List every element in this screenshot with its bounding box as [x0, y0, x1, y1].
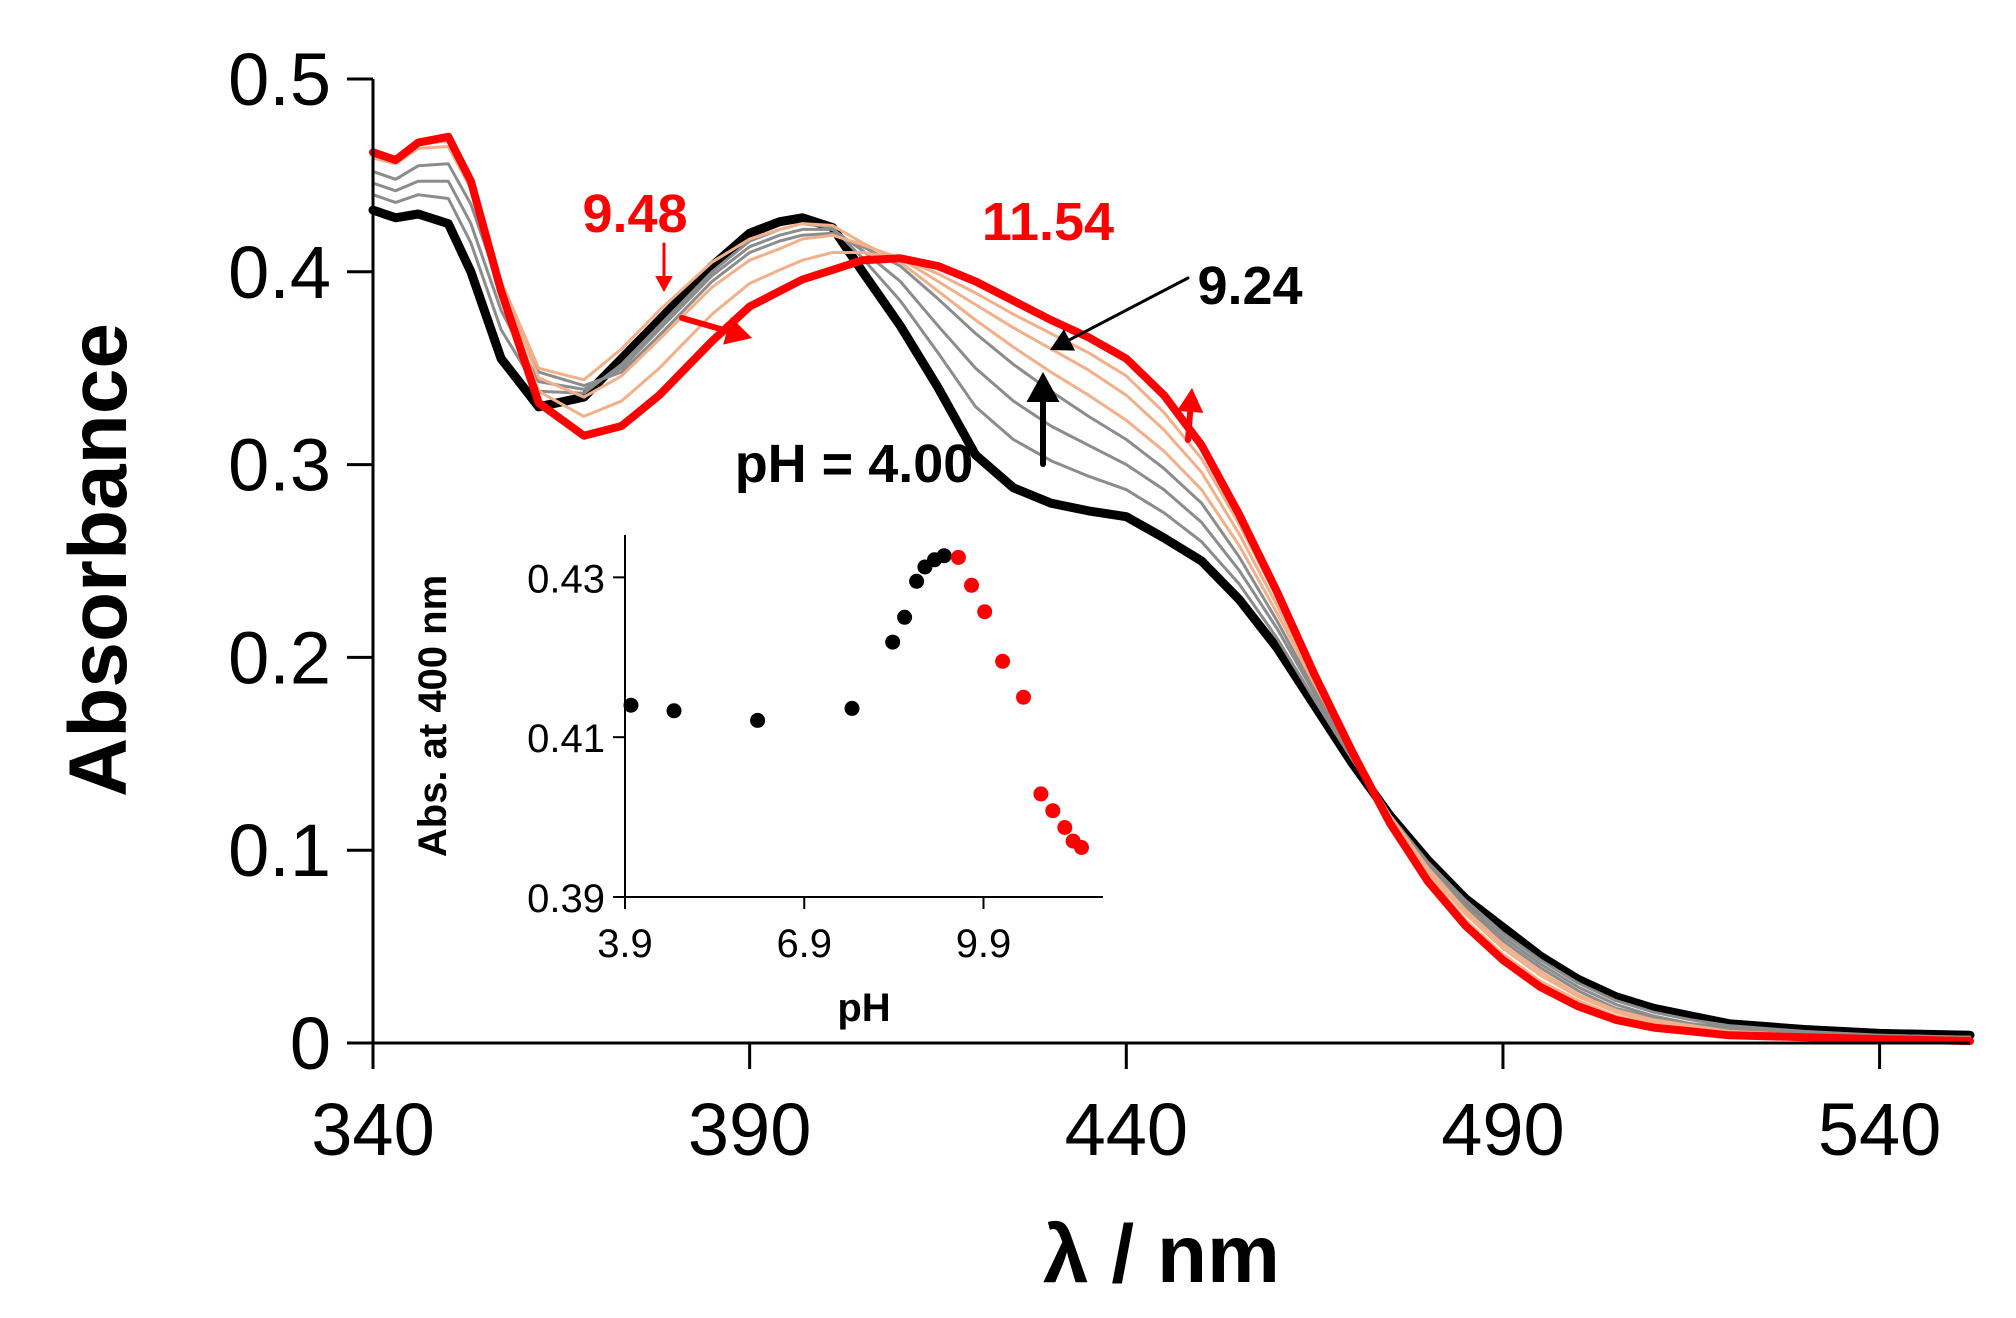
spectrum-line-4 [371, 162, 1972, 1041]
main-chart: 0 0.1 0.2 0.3 0.4 0.5 340 390 440 490 540 λ / nm Abs… [53, 38, 1975, 1300]
annotation-label-ph-4-00: pH = 4.00 [735, 434, 974, 494]
inset-point-series1-5 [885, 634, 901, 650]
y-tick-label: 0.1 [228, 809, 331, 892]
inset-point-series2-3 [977, 604, 993, 620]
inset-point-series2-10 [1074, 840, 1089, 855]
inset-point-series1-6 [897, 609, 913, 625]
arrow-red-up [1177, 388, 1204, 443]
y-tick-label: 0.4 [228, 231, 331, 314]
inset-point-series2-1 [950, 549, 966, 565]
y-tick-label: 0.2 [228, 616, 331, 699]
inset-y-tick-label: 0.43 [527, 557, 605, 601]
x-tick-label: 390 [688, 1088, 811, 1171]
y-tick-label: 0 [290, 1002, 331, 1085]
arrow-black-up [1026, 372, 1060, 467]
arrow-9-48-pointer [655, 242, 673, 292]
annotation-label-9-48: 9.48 [582, 184, 687, 244]
inset-point-series2-7 [1045, 803, 1061, 819]
inset-y-tick-label: 0.41 [527, 717, 605, 761]
inset-point-series1-4 [844, 700, 860, 716]
x-tick-label: 340 [311, 1088, 434, 1171]
arrow-red-up-shaft [1185, 408, 1194, 443]
inset-x-tick-label: 6.9 [776, 922, 832, 966]
inset-point-series1-7 [909, 573, 925, 589]
annotation-label-9-24: 9.24 [1197, 256, 1302, 316]
main-series-group [368, 132, 1975, 1046]
x-tick-label: 490 [1441, 1088, 1564, 1171]
inset-y-axis-title: Abs. at 400 nm [411, 575, 455, 857]
inset-point-series2-5 [1016, 689, 1031, 705]
inset-point-series2-4 [995, 653, 1011, 669]
spectrum-line-8 [369, 132, 1974, 1046]
spectrum-line-2 [371, 193, 1972, 1039]
arrow-red-right-shaft [679, 315, 731, 334]
arrow-red-up-head [1177, 388, 1204, 413]
annotation-label-11-54: 11.54 [982, 192, 1114, 252]
x-tick-label: 540 [1818, 1088, 1941, 1171]
y-tick-label: 0.5 [228, 38, 331, 121]
main-axes: 0 0.1 0.2 0.3 0.4 0.5 340 390 440 490 540 λ / nm Abs… [53, 38, 1970, 1300]
arrow-9-24-pointer-head [1050, 329, 1076, 351]
inset-point-series2-8 [1057, 820, 1073, 835]
arrow-black-up-head [1026, 372, 1060, 402]
y-axis-title: Absorbance [53, 323, 144, 797]
spectrum-line-6 [371, 139, 1972, 1041]
inset-x-tick-label: 3.9 [597, 922, 653, 966]
spectrum-line-5 [371, 145, 1972, 1041]
inset-point-series1-3 [750, 712, 766, 728]
inset-point-series1-10 [936, 548, 952, 564]
inset-axes: 0.39 0.41 0.43 3.9 6.9 9.9 pH Abs. at 400 nm [411, 535, 1103, 1030]
spectrum-line-3 [371, 179, 1972, 1039]
inset-x-tick-label: 9.9 [956, 922, 1012, 966]
x-axis-title: λ / nm [1043, 1209, 1280, 1300]
arrow-red-right [679, 315, 752, 345]
spectrum-line-1 [368, 205, 1975, 1040]
spectrum-line-7 [371, 135, 1972, 1041]
y-tick-label: 0.3 [228, 424, 331, 507]
inset-y-tick-label: 0.39 [527, 877, 605, 921]
inset-point-series1-2 [666, 703, 682, 719]
arrow-9-24-pointer-shaft [1068, 276, 1190, 342]
inset-point-series2-2 [964, 577, 979, 593]
arrow-9-24-pointer [1050, 276, 1190, 351]
inset-point-series1-1 [623, 697, 639, 713]
arrow-9-48-pointer-head [655, 276, 673, 292]
inset-x-axis-title: pH [837, 986, 890, 1030]
main-annotations: 9.48 11.54 9.24 pH = 4.00 [582, 184, 1302, 494]
x-tick-label: 440 [1065, 1088, 1188, 1171]
inset-point-series2-6 [1033, 786, 1049, 802]
inset-points [623, 548, 1089, 855]
arrow-red-right-head [723, 317, 752, 345]
inset-chart: 0.39 0.41 0.43 3.9 6.9 9.9 pH Abs. at 400 nm [411, 535, 1103, 1030]
